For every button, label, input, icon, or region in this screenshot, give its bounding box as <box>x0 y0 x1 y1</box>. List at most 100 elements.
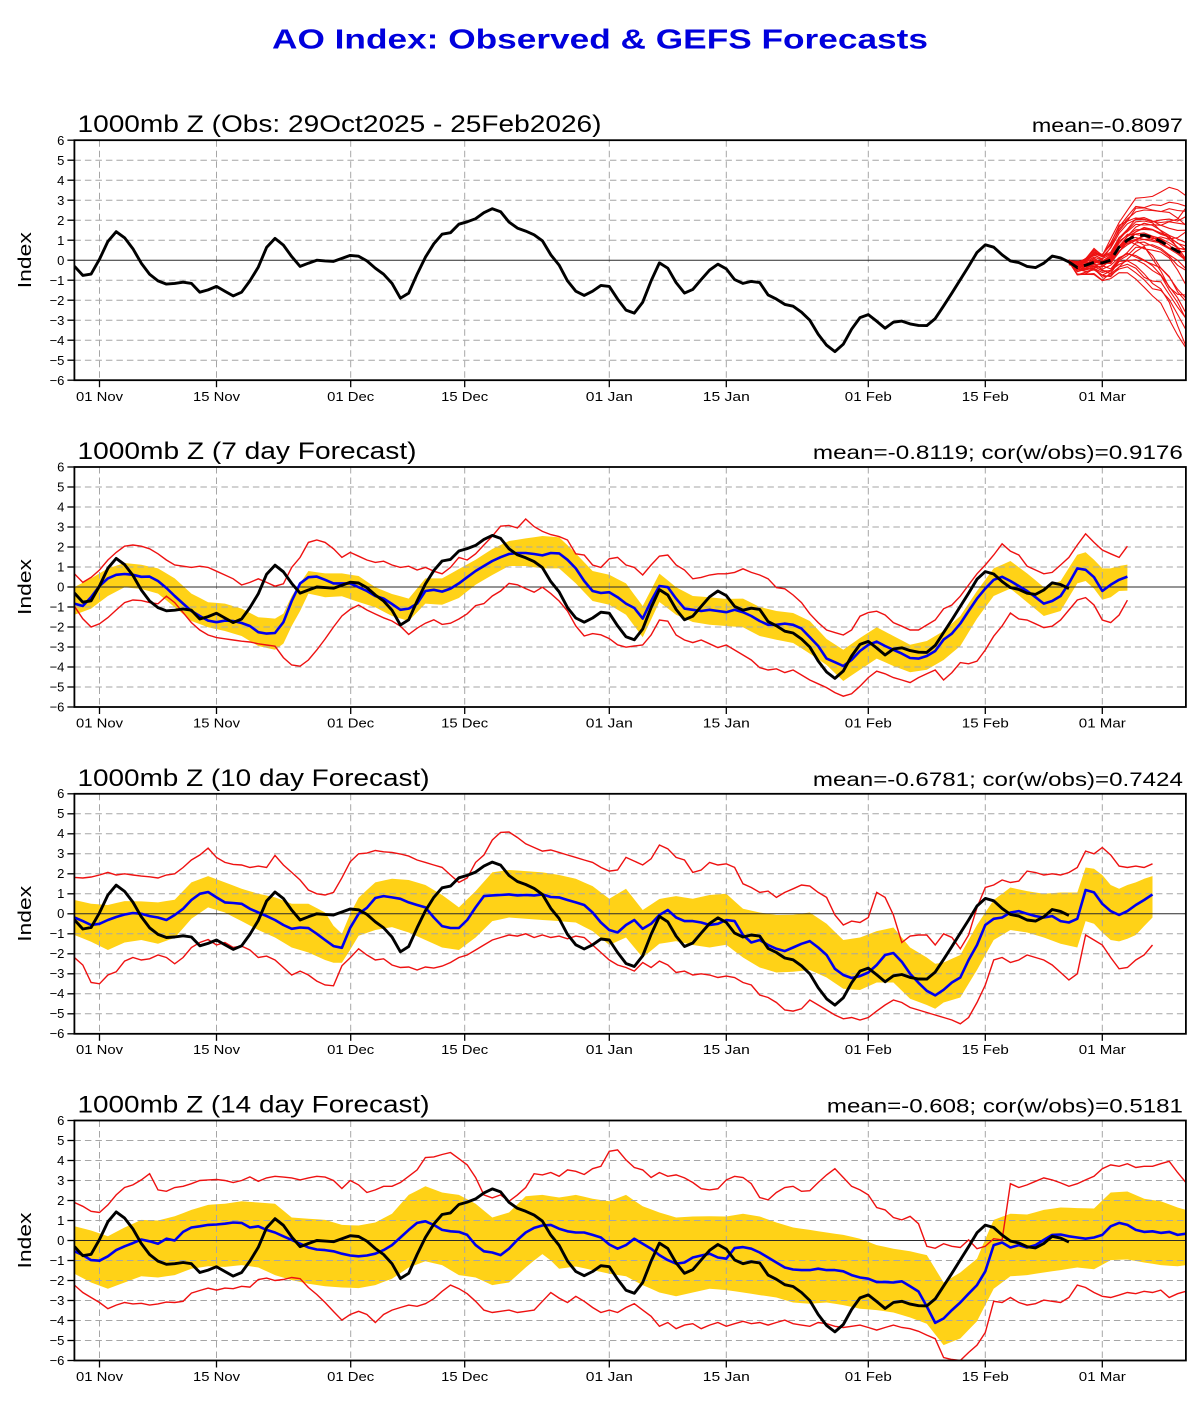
svg-text:01 Feb: 01 Feb <box>845 1042 892 1057</box>
svg-text:−2: −2 <box>50 946 65 961</box>
svg-text:15 Nov: 15 Nov <box>193 1042 241 1057</box>
svg-text:5: 5 <box>57 806 64 821</box>
svg-text:Index: Index <box>14 231 35 288</box>
svg-text:2: 2 <box>57 1193 64 1208</box>
svg-text:15 Feb: 15 Feb <box>962 1042 1009 1057</box>
svg-text:mean=-0.8097: mean=-0.8097 <box>1032 116 1183 137</box>
svg-text:−2: −2 <box>50 293 65 308</box>
svg-text:01 Jan: 01 Jan <box>586 716 633 731</box>
svg-text:15 Jan: 15 Jan <box>703 1042 750 1057</box>
svg-text:−3: −3 <box>50 640 65 655</box>
svg-text:−5: −5 <box>50 680 65 695</box>
svg-text:4: 4 <box>57 826 64 841</box>
svg-text:−1: −1 <box>50 273 65 288</box>
svg-text:15 Nov: 15 Nov <box>193 716 241 731</box>
svg-text:15 Dec: 15 Dec <box>441 716 489 731</box>
svg-text:4: 4 <box>57 173 64 188</box>
svg-text:15 Jan: 15 Jan <box>703 1369 750 1384</box>
svg-text:1: 1 <box>57 233 64 248</box>
svg-text:01 Mar: 01 Mar <box>1079 389 1127 404</box>
svg-text:Index: Index <box>14 885 35 942</box>
svg-text:mean=-0.6781; cor(w/obs)=0.742: mean=-0.6781; cor(w/obs)=0.7424 <box>813 770 1184 791</box>
svg-text:−4: −4 <box>50 986 65 1001</box>
svg-text:−5: −5 <box>50 1006 65 1021</box>
svg-text:−2: −2 <box>50 1273 65 1288</box>
svg-text:1000mb Z (10 day Forecast): 1000mb Z (10 day Forecast) <box>78 765 430 792</box>
svg-text:Index: Index <box>14 1212 35 1269</box>
svg-text:−6: −6 <box>50 1026 65 1041</box>
svg-text:01 Nov: 01 Nov <box>76 716 124 731</box>
svg-text:15 Nov: 15 Nov <box>193 1369 241 1384</box>
svg-text:mean=-0.608; cor(w/obs)=0.5181: mean=-0.608; cor(w/obs)=0.5181 <box>827 1097 1183 1118</box>
svg-text:15 Jan: 15 Jan <box>703 389 750 404</box>
svg-text:1: 1 <box>57 886 64 901</box>
svg-text:01 Mar: 01 Mar <box>1079 716 1127 731</box>
svg-text:0: 0 <box>57 580 64 595</box>
svg-text:6: 6 <box>57 786 64 801</box>
svg-text:2: 2 <box>57 866 64 881</box>
svg-text:01 Nov: 01 Nov <box>76 389 124 404</box>
svg-text:−1: −1 <box>50 1253 65 1268</box>
svg-text:−4: −4 <box>50 660 65 675</box>
svg-text:−1: −1 <box>50 926 65 941</box>
svg-text:15 Nov: 15 Nov <box>193 389 241 404</box>
svg-text:3: 3 <box>57 1173 64 1188</box>
svg-text:01 Feb: 01 Feb <box>845 389 892 404</box>
svg-text:1000mb Z (7 day Forecast): 1000mb Z (7 day Forecast) <box>78 438 417 465</box>
svg-text:1: 1 <box>57 1213 64 1228</box>
svg-text:−5: −5 <box>50 1333 65 1348</box>
svg-text:15 Dec: 15 Dec <box>441 389 489 404</box>
svg-text:0: 0 <box>57 253 64 268</box>
svg-text:Index: Index <box>14 558 35 615</box>
svg-text:01 Nov: 01 Nov <box>76 1369 124 1384</box>
svg-text:−4: −4 <box>50 333 65 348</box>
svg-text:1: 1 <box>57 560 64 575</box>
svg-text:0: 0 <box>57 906 64 921</box>
svg-text:15 Feb: 15 Feb <box>962 1369 1009 1384</box>
svg-text:15 Dec: 15 Dec <box>441 1042 489 1057</box>
svg-text:−6: −6 <box>50 700 65 715</box>
svg-text:−3: −3 <box>50 966 65 981</box>
svg-text:1000mb Z (14 day Forecast): 1000mb Z (14 day Forecast) <box>78 1092 430 1119</box>
svg-text:−6: −6 <box>50 1353 65 1368</box>
svg-text:6: 6 <box>57 460 64 475</box>
svg-text:−4: −4 <box>50 1313 65 1328</box>
svg-text:5: 5 <box>57 480 64 495</box>
svg-text:−1: −1 <box>50 600 65 615</box>
svg-text:01 Jan: 01 Jan <box>586 1369 633 1384</box>
svg-text:4: 4 <box>57 1153 64 1168</box>
svg-text:01 Mar: 01 Mar <box>1079 1369 1127 1384</box>
svg-text:01 Feb: 01 Feb <box>845 716 892 731</box>
svg-text:01 Dec: 01 Dec <box>327 1042 375 1057</box>
svg-text:15 Feb: 15 Feb <box>962 389 1009 404</box>
svg-text:01 Dec: 01 Dec <box>327 716 375 731</box>
svg-text:15 Jan: 15 Jan <box>703 716 750 731</box>
svg-text:01 Jan: 01 Jan <box>586 389 633 404</box>
svg-text:15 Dec: 15 Dec <box>441 1369 489 1384</box>
svg-text:3: 3 <box>57 520 64 535</box>
svg-text:2: 2 <box>57 213 64 228</box>
svg-text:5: 5 <box>57 153 64 168</box>
svg-text:AO Index: Observed & GEFS Fore: AO Index: Observed & GEFS Forecasts <box>272 24 928 55</box>
svg-text:−2: −2 <box>50 620 65 635</box>
svg-text:1000mb Z (Obs: 29Oct2025 - 25F: 1000mb Z (Obs: 29Oct2025 - 25Feb2026) <box>78 111 602 138</box>
svg-text:−3: −3 <box>50 313 65 328</box>
svg-text:−6: −6 <box>50 373 65 388</box>
svg-text:01 Mar: 01 Mar <box>1079 1042 1127 1057</box>
svg-text:15 Feb: 15 Feb <box>962 716 1009 731</box>
svg-text:01 Nov: 01 Nov <box>76 1042 124 1057</box>
svg-text:01 Dec: 01 Dec <box>327 1369 375 1384</box>
svg-text:0: 0 <box>57 1233 64 1248</box>
svg-text:4: 4 <box>57 500 64 515</box>
svg-text:−3: −3 <box>50 1293 65 1308</box>
svg-text:mean=-0.8119; cor(w/obs)=0.917: mean=-0.8119; cor(w/obs)=0.9176 <box>813 443 1183 464</box>
svg-text:01 Jan: 01 Jan <box>586 1042 633 1057</box>
svg-text:01 Feb: 01 Feb <box>845 1369 892 1384</box>
svg-text:5: 5 <box>57 1133 64 1148</box>
svg-text:6: 6 <box>57 1113 64 1128</box>
svg-text:01 Dec: 01 Dec <box>327 389 375 404</box>
svg-text:6: 6 <box>57 133 64 148</box>
svg-text:3: 3 <box>57 193 64 208</box>
svg-text:−5: −5 <box>50 353 65 368</box>
svg-text:2: 2 <box>57 540 64 555</box>
